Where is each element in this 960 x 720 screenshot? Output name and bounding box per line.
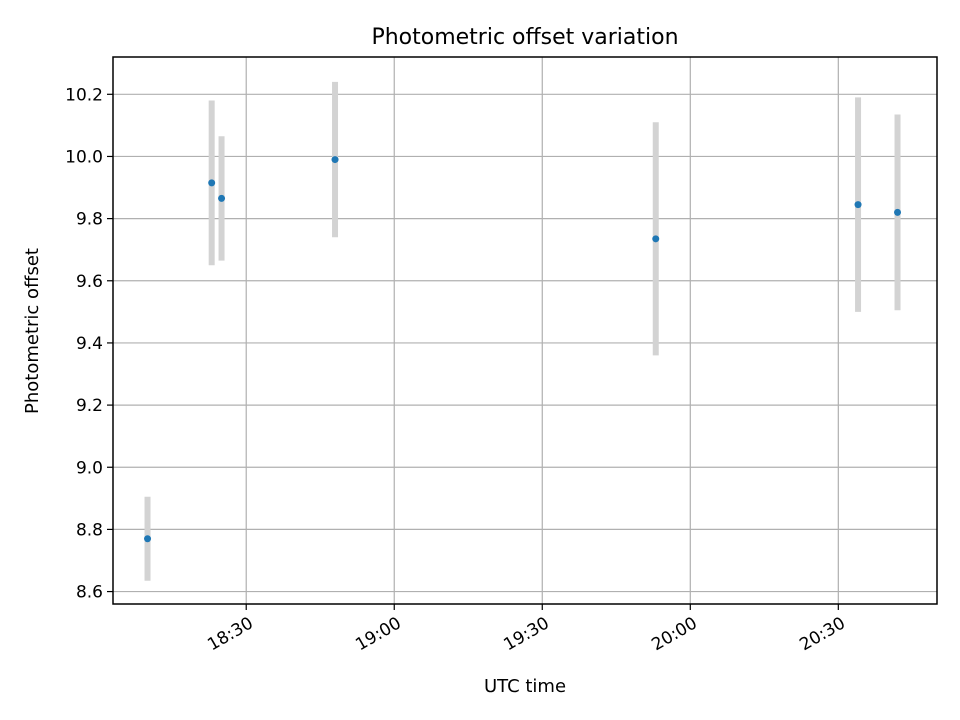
data-point	[208, 179, 216, 187]
y-tick-label: 9.8	[76, 210, 103, 230]
chart-title: Photometric offset variation	[371, 25, 678, 50]
y-tick-label: 10.0	[65, 147, 103, 167]
y-axis-ticks: 8.6 8.8 9.0 9.2 9.4 9.6 9.8 10.0 10.2	[65, 85, 113, 603]
data-point	[218, 194, 226, 202]
data-points	[144, 156, 902, 543]
plot-frame	[112, 56, 938, 605]
y-tick-label: 10.2	[65, 85, 103, 105]
y-tick-label: 8.8	[76, 520, 103, 540]
grid	[113, 57, 937, 604]
data-point	[652, 235, 660, 243]
data-point	[331, 156, 339, 164]
data-point	[894, 208, 902, 216]
y-tick-label: 8.6	[76, 583, 103, 603]
x-axis-label: UTC time	[484, 676, 566, 697]
data-point	[854, 201, 862, 209]
y-tick-label: 9.4	[76, 334, 103, 354]
y-tick-label: 9.2	[76, 396, 103, 416]
y-tick-label: 9.0	[76, 458, 103, 478]
y-tick-label: 9.6	[76, 272, 103, 292]
data-point	[144, 535, 152, 543]
y-axis-label: Photometric offset	[22, 248, 43, 414]
